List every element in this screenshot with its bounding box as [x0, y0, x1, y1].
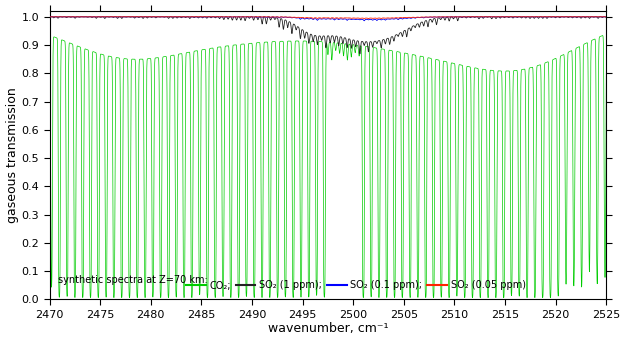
Text: synthetic spectra at Z=70 km:: synthetic spectra at Z=70 km:: [58, 275, 208, 285]
X-axis label: wavenumber, cm⁻¹: wavenumber, cm⁻¹: [268, 323, 388, 336]
Y-axis label: gaseous transmission: gaseous transmission: [6, 87, 19, 223]
Legend: CO₂;, SO₂ (1 ppm);, SO₂ (0.1 ppm);, SO₂ (0.05 ppm): CO₂;, SO₂ (1 ppm);, SO₂ (0.1 ppm);, SO₂ …: [182, 277, 530, 294]
